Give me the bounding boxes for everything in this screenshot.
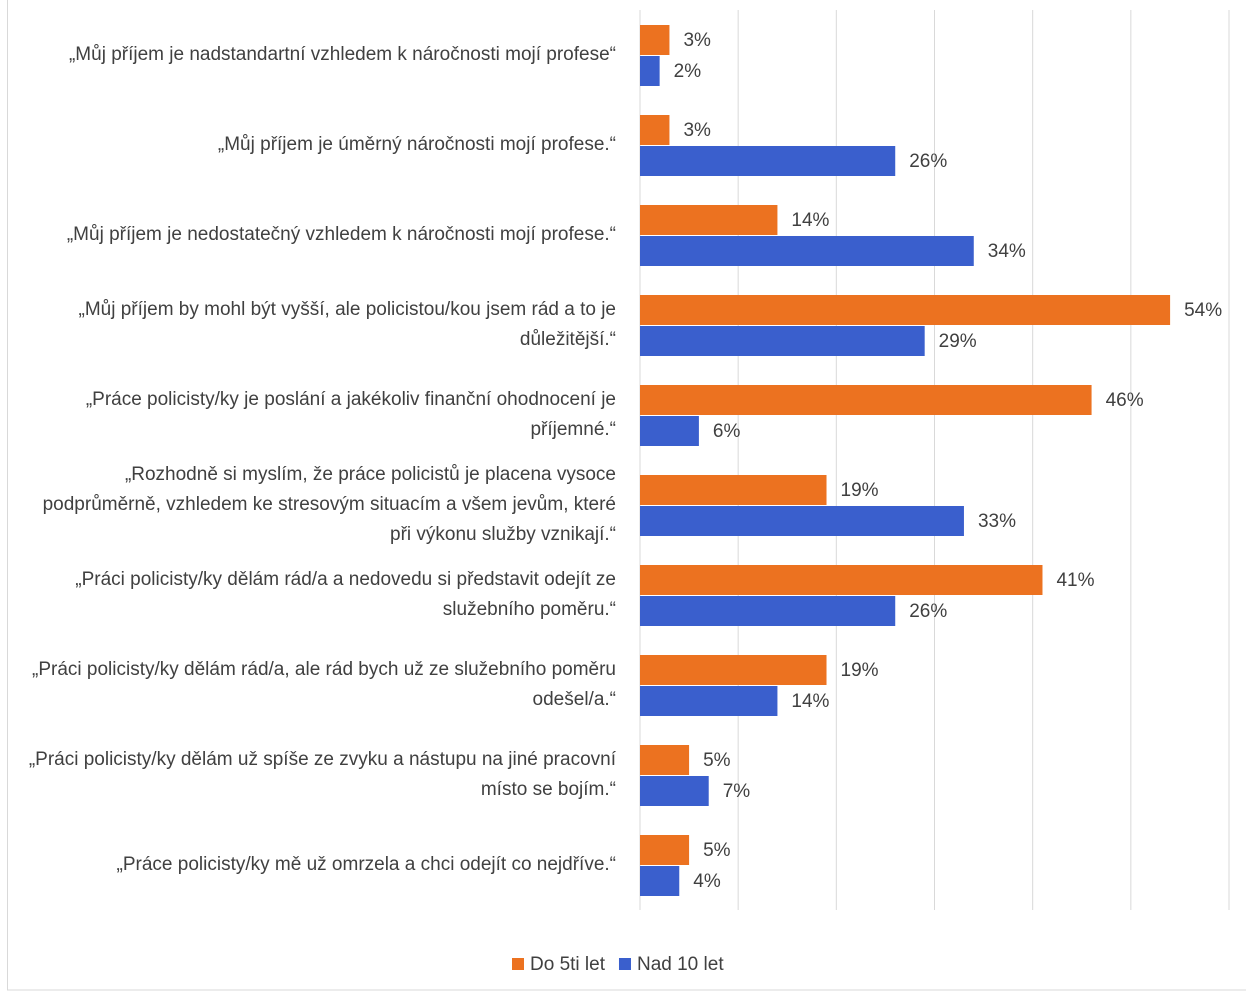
bar xyxy=(640,596,896,626)
value-label: 4% xyxy=(693,871,721,892)
category-label: „Můj příjem je nedostatečný vzhledem k n… xyxy=(66,224,616,245)
bar xyxy=(640,835,690,865)
bar xyxy=(640,115,670,145)
value-label: 14% xyxy=(791,691,829,712)
bar xyxy=(640,236,974,266)
bar xyxy=(640,565,1043,595)
category-label: „Práce policisty/ky mě už omrzela a chci… xyxy=(116,854,616,875)
legend-swatch xyxy=(618,958,631,970)
category-label: „Práci policisty/ky dělám už spíše ze zv… xyxy=(28,749,616,800)
bar xyxy=(640,475,827,505)
value-label: 33% xyxy=(978,511,1016,532)
value-label: 41% xyxy=(1056,570,1094,591)
value-label: 19% xyxy=(841,480,879,501)
bar xyxy=(640,776,709,806)
value-label: 6% xyxy=(713,421,741,442)
legend-label: Nad 10 let xyxy=(637,954,724,975)
category-label: „Práce policisty/ky je poslání a jakékol… xyxy=(85,389,616,440)
value-label: 26% xyxy=(909,151,947,172)
value-label: 5% xyxy=(703,840,731,861)
bar xyxy=(640,295,1171,325)
chart-frame xyxy=(7,0,1246,991)
value-label: 5% xyxy=(703,750,731,771)
category-label: „Můj příjem by mohl být vyšší, ale polic… xyxy=(78,299,616,350)
value-label: 14% xyxy=(791,210,829,231)
value-label: 46% xyxy=(1106,390,1144,411)
bar xyxy=(640,745,690,775)
bar xyxy=(640,866,680,896)
bar xyxy=(640,416,699,446)
bar xyxy=(640,205,778,235)
legend-swatch xyxy=(512,958,524,970)
value-label: 54% xyxy=(1184,300,1222,321)
bar xyxy=(640,506,964,536)
legend-label: Do 5ti let xyxy=(530,954,606,975)
value-label: 29% xyxy=(939,331,977,352)
category-label: „Rozhodně si myslím, že práce policistů … xyxy=(42,464,616,545)
bar xyxy=(640,686,778,716)
bar xyxy=(640,385,1092,415)
value-label: 34% xyxy=(988,241,1026,262)
value-label: 3% xyxy=(683,120,711,141)
value-label: 19% xyxy=(841,660,879,681)
category-label: „Můj příjem je nadstandartní vzhledem k … xyxy=(68,44,616,65)
value-label: 2% xyxy=(674,61,702,82)
bar xyxy=(640,56,660,86)
value-label: 7% xyxy=(723,781,751,802)
bar xyxy=(640,326,925,356)
value-label: 3% xyxy=(683,30,711,51)
bar xyxy=(640,25,670,55)
bar xyxy=(640,655,827,685)
value-label: 26% xyxy=(909,601,947,622)
category-label: „Práci policisty/ky dělám rád/a a nedove… xyxy=(75,569,616,620)
category-label: „Práci policisty/ky dělám rád/a, ale rád… xyxy=(32,659,616,710)
bar xyxy=(640,146,896,176)
category-label: „Můj příjem je úměrný náročnosti mojí pr… xyxy=(217,134,616,155)
